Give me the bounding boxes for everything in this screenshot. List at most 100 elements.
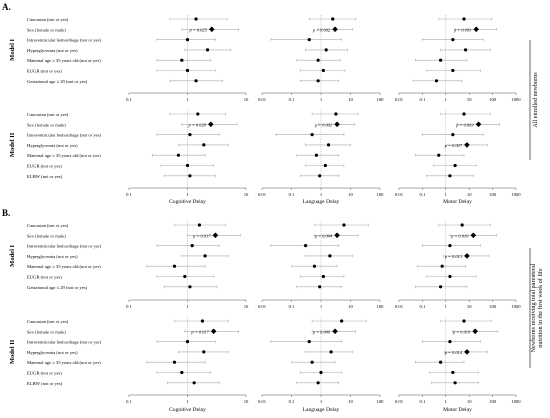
row-label: Gestational age ≤ 29 (not or yes) (27, 285, 88, 290)
estimate-point (180, 370, 184, 375)
estimate-point (312, 264, 317, 268)
x-axis-title: Cognitive Delay (169, 407, 206, 413)
row-label: Hyperglycemia (not or yes) (27, 350, 78, 355)
estimate-point (462, 319, 466, 323)
estimate-diamond (464, 142, 470, 148)
x-tick-label: 0.1 (289, 97, 295, 102)
estimate-diamond (210, 328, 217, 335)
x-tick-label: 1 (445, 399, 448, 404)
x-tick-label: 1 (320, 304, 323, 309)
x-tick-label: 0.1 (289, 399, 295, 404)
x-tick-label: 10 (467, 399, 472, 404)
model-i: Model I Caucasian (not or yes) Sex (female… (9, 15, 521, 102)
row-label: ELBW (not or yes) (27, 381, 63, 386)
x-tick-label: 10 (467, 97, 472, 102)
column-cognitive-delay: 0.1 1 10 p = 0.017 (126, 221, 249, 309)
estimate-point (307, 340, 311, 344)
p-value-label: p = 0.044 (314, 233, 333, 238)
estimate-point (185, 163, 190, 168)
p-value-label: p = 0.010 (452, 329, 471, 334)
panel-label: A. (2, 2, 11, 12)
row-label: Intraventricular hemorrhage (not or yes) (27, 133, 101, 138)
estimate-point (188, 174, 192, 178)
row-label: Caucasian (not or yes) (27, 112, 69, 117)
column-cognitive-delay: 0.1 1 10 p = 0.017 Cognitive Delay (126, 317, 249, 413)
x-tick-label: 0.01 (258, 304, 267, 309)
estimate-point (188, 133, 192, 137)
model-ii: Model II Caucasian (not or yes) Sex (femal… (9, 317, 521, 413)
estimate-point (183, 274, 187, 279)
row-label: ELBW (not or yes) (27, 174, 63, 179)
x-tick-label: 0.01 (395, 399, 404, 404)
row-label: Sex (female or male) (27, 27, 66, 32)
row-label: Maternal age ≥ 35 years old (not or yes) (27, 264, 101, 269)
x-tick-label: 0.01 (258, 97, 267, 102)
row-label: Sex (female or male) (27, 122, 66, 127)
estimate-point (440, 264, 444, 268)
x-tick-label: 100 (489, 192, 497, 197)
side-label: Newborns receiving total parenteralnutri… (530, 263, 544, 352)
model-name: Model II (9, 339, 16, 364)
estimate-diamond (470, 232, 477, 239)
row-label: Hyperglycemia (not or yes) (27, 254, 78, 259)
x-tick-label: 0.1 (126, 304, 132, 309)
model-i: Model I Caucasian (not or yes) Sex (female… (9, 221, 521, 309)
estimate-point (202, 350, 206, 354)
row-label: Maternal age ≥ 35 years old (not or yes) (27, 153, 101, 158)
row-label: Sex (female or male) (27, 329, 66, 334)
x-tick-label: 1 (445, 97, 448, 102)
panel-a: A. All enrolled newborns Model I Caucasian … (2, 2, 539, 205)
column-motor-delay: 0.01 0.1 1 10 100 1000 p = 0.003 p = 0.007 Motor… (395, 110, 521, 205)
estimate-point (439, 360, 443, 364)
p-value-label: p = 0.010 (450, 233, 469, 238)
x-tick-label: 1000 (511, 399, 521, 404)
estimate-point (462, 112, 466, 116)
x-tick-label: 0.01 (258, 399, 267, 404)
estimate-point (439, 285, 443, 289)
estimate-point (434, 79, 439, 83)
estimate-point (328, 254, 332, 258)
p-value-label: p = 0.002 (312, 27, 331, 32)
estimate-diamond (332, 26, 338, 33)
estimate-point (331, 17, 335, 21)
estimate-point (453, 163, 457, 168)
row-label: Intraventricular hemorrhage (not or yes) (27, 340, 101, 345)
estimate-point (318, 285, 322, 289)
x-tick-label: 0.1 (420, 192, 426, 197)
estimate-point (205, 48, 210, 52)
estimate-point (316, 79, 320, 83)
x-axis-title: Language Delay (303, 199, 340, 205)
p-value-label: p = 0.007 (444, 143, 463, 148)
estimate-point (307, 38, 311, 42)
row-label: EUGR (not or yes) (27, 69, 62, 74)
p-value-label: p = 0.049 (312, 329, 331, 334)
x-tick-label: 0.1 (420, 97, 426, 102)
estimate-point (323, 163, 327, 168)
estimate-diamond (332, 328, 338, 335)
x-tick-label: 10 (244, 97, 249, 102)
x-tick-label: 1 (445, 304, 448, 309)
estimate-point (316, 381, 320, 385)
estimate-point (197, 223, 202, 227)
x-tick-label: 10 (348, 304, 353, 309)
estimate-point (321, 68, 325, 73)
x-tick-label: 0.1 (289, 192, 295, 197)
p-value-label: p = 0.025 (189, 27, 208, 32)
row-label: Maternal age ≥ 35 years old (not or yes) (27, 58, 101, 63)
estimate-point (172, 264, 177, 268)
estimate-point (451, 370, 455, 375)
estimate-diamond (334, 121, 340, 128)
estimate-point (200, 319, 205, 323)
estimate-point (448, 174, 452, 178)
row-label: EUGR (not or yes) (27, 371, 62, 376)
p-value-label: p = 0.013 (444, 254, 463, 259)
side-label: All enrolled newborns (532, 72, 539, 128)
estimate-diamond (472, 328, 478, 335)
x-tick-label: 0.1 (126, 399, 132, 404)
estimate-point (324, 48, 328, 52)
estimate-point (318, 174, 322, 178)
x-tick-label: 1 (320, 97, 323, 102)
estimate-point (319, 370, 323, 375)
x-tick-label: 10 (244, 304, 249, 309)
estimate-diamond (464, 253, 470, 259)
